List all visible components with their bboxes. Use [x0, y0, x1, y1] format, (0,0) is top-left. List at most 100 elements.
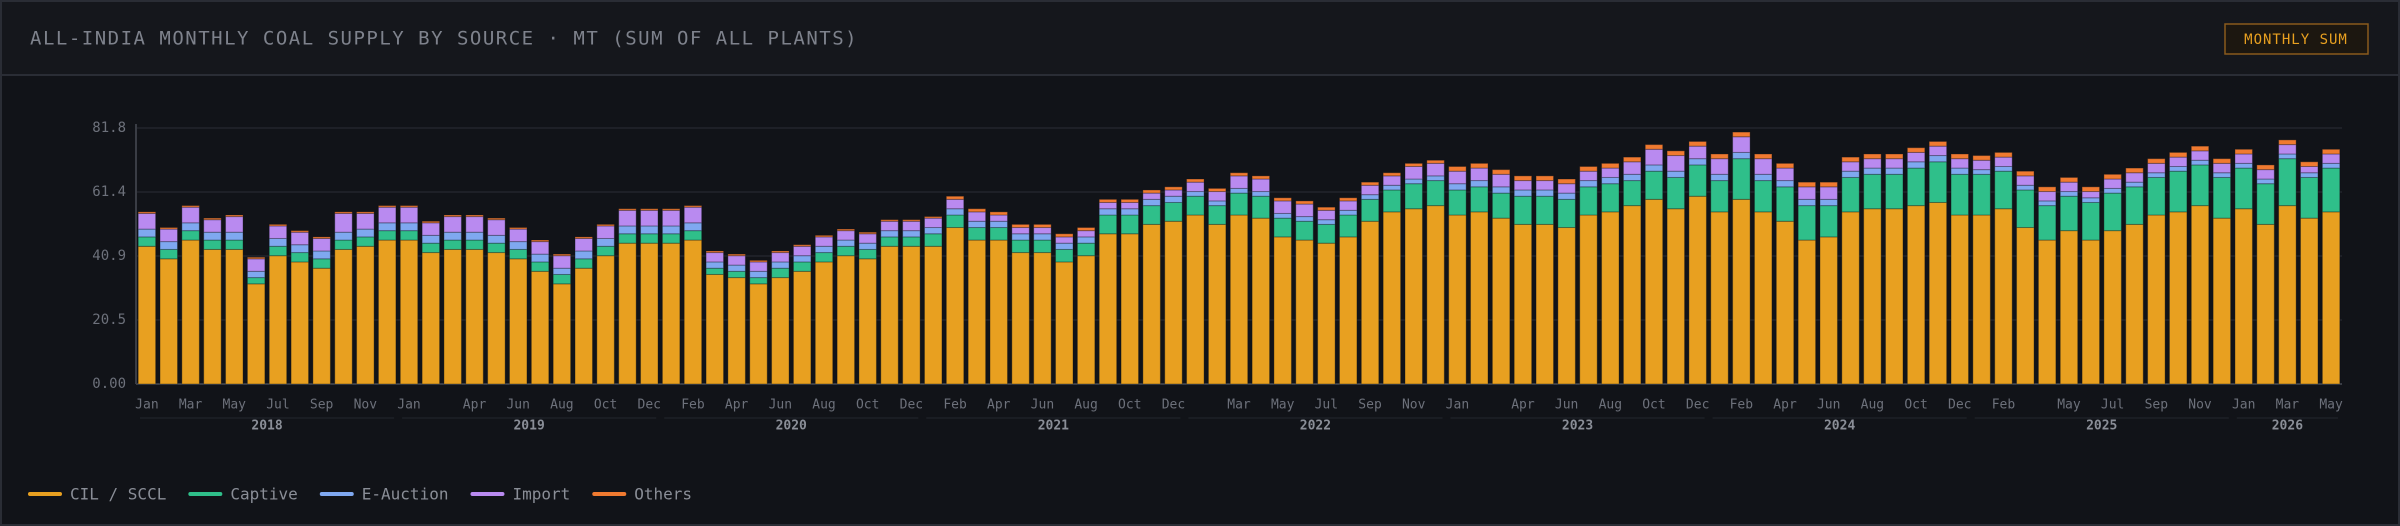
- chart-title: ALL-INDIA MONTHLY COAL SUPPLY BY SOURCE …: [30, 28, 858, 50]
- bar-segment: [618, 225, 637, 235]
- bar-segment: [1972, 159, 1991, 171]
- bar-segment: [1601, 183, 1620, 213]
- bar-segment: [574, 250, 593, 260]
- bar-segment: [1317, 223, 1336, 244]
- bar-segment: [487, 242, 506, 254]
- bar-segment: [1775, 220, 1795, 385]
- bar-segment: [858, 231, 877, 235]
- bar-segment: [1994, 165, 2013, 172]
- bar-segment: [1011, 233, 1030, 241]
- bar-segment: [967, 220, 987, 229]
- bar-segment: [552, 253, 572, 257]
- bar-segment: [1186, 181, 1205, 193]
- bar-segment: [1841, 211, 1860, 385]
- bar-segment: [1513, 189, 1533, 197]
- bar-segment: [1972, 155, 1991, 161]
- bar-segment: [159, 258, 178, 385]
- bar-segment: [596, 255, 615, 385]
- bar-segment: [989, 214, 1008, 222]
- bar-segment: [1579, 170, 1598, 182]
- bar-segment: [640, 209, 659, 227]
- bar-segment: [2256, 164, 2275, 171]
- mode-button[interactable]: [2224, 23, 2369, 55]
- bar-segment: [1491, 192, 1511, 219]
- bar-segment: [1404, 162, 1423, 167]
- bar-segment: [1120, 198, 1140, 203]
- bar-segment: [2081, 201, 2101, 241]
- x-tick-label: Apr: [987, 398, 1011, 413]
- bar-segment: [1120, 214, 1140, 235]
- bar-segment: [1885, 153, 1904, 160]
- bar-segment: [1491, 217, 1511, 385]
- bar-segment: [2125, 167, 2144, 174]
- bar-segment: [1863, 208, 1882, 385]
- bar-segment: [2081, 186, 2101, 193]
- x-tick-label: Jan: [1446, 398, 1469, 413]
- bar-segment: [1098, 208, 1118, 216]
- bar-segment: [1753, 158, 1773, 175]
- bar-segment: [1251, 195, 1271, 219]
- bar-segment: [181, 205, 200, 208]
- bar-segment: [2256, 178, 2275, 185]
- bar-segment: [1011, 227, 1030, 235]
- bar-segment: [2125, 186, 2144, 225]
- bar-segment: [246, 256, 266, 260]
- bar-segment: [1753, 153, 1773, 160]
- bar-segment: [1033, 239, 1052, 254]
- bar-segment: [1011, 252, 1030, 385]
- bar-segment: [1338, 197, 1358, 202]
- bar-segment: [487, 252, 506, 385]
- bar-segment: [1797, 205, 1817, 241]
- bar-segment: [421, 222, 441, 236]
- bar-segment: [1164, 220, 1183, 385]
- bar-segment: [814, 234, 834, 238]
- bar-segment: [2103, 178, 2122, 189]
- bar-segment: [1601, 167, 1620, 178]
- bar-segment: [508, 227, 528, 230]
- bar-segment: [1338, 214, 1358, 238]
- bar-segment: [1885, 208, 1904, 385]
- x-tick-label: Dec: [638, 398, 661, 413]
- bar-segment: [1928, 140, 1948, 147]
- bar-segment: [902, 219, 921, 222]
- bar-segment: [159, 248, 178, 260]
- x-tick-label: Aug: [550, 398, 573, 413]
- mode-button-label[interactable]: MONTHLY SUM: [2244, 32, 2348, 48]
- bar-segment: [421, 252, 441, 385]
- bar-segment: [530, 241, 550, 255]
- bar-segment: [727, 253, 746, 257]
- bar-segment: [1098, 198, 1118, 203]
- bar-segment: [421, 242, 441, 254]
- bar-segment: [225, 248, 244, 385]
- bar-segment: [1251, 175, 1271, 180]
- bar-segment: [574, 236, 593, 239]
- bar-segment: [2081, 239, 2101, 385]
- bar-segment: [2037, 191, 2057, 202]
- bar-segment: [181, 206, 200, 224]
- bar-segment: [1688, 195, 1707, 385]
- bar-segment: [1841, 170, 1860, 178]
- bar-segment: [902, 236, 921, 247]
- bar-segment: [2234, 208, 2253, 385]
- bar-segment: [399, 222, 419, 232]
- bar-segment: [203, 217, 222, 221]
- x-tick-label: Jun: [1555, 398, 1578, 413]
- bar-segment: [1906, 151, 1926, 163]
- bar-segment: [2125, 172, 2144, 183]
- bar-segment: [1360, 194, 1380, 200]
- bar-segment: [1011, 239, 1030, 254]
- bar-segment: [2256, 169, 2275, 180]
- bar-segment: [443, 239, 462, 250]
- bar-segment: [2168, 165, 2188, 172]
- bar-segment: [1775, 186, 1795, 222]
- bar-segment: [661, 209, 681, 227]
- bar-segment: [923, 216, 943, 219]
- x-tick-label: Nov: [2188, 398, 2212, 413]
- bar-segment: [2190, 150, 2210, 161]
- bar-segment: [1120, 233, 1140, 385]
- x-tick-label: Oct: [1904, 398, 1927, 413]
- bar-segment: [1186, 191, 1205, 197]
- bar-segment: [1186, 214, 1205, 385]
- bar-segment: [661, 208, 681, 211]
- bar-segment: [1928, 201, 1948, 385]
